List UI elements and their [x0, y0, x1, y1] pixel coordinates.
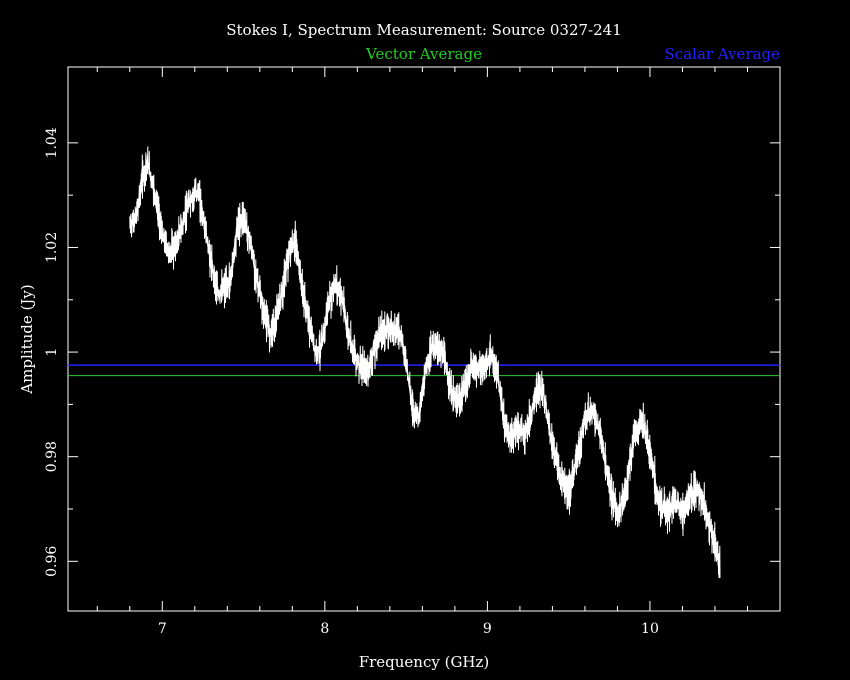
spectrum-noise-trace: [129, 146, 721, 579]
x-tick-label: 8: [320, 621, 329, 637]
x-axis-label: Frequency (GHz): [359, 653, 490, 671]
spectrum-series: [129, 146, 721, 579]
legend-vector-average: Vector Average: [365, 45, 482, 63]
legend-scalar-average: Scalar Average: [665, 45, 781, 63]
chart-title: Stokes I, Spectrum Measurement: Source 0…: [226, 21, 622, 39]
y-axis-label: Amplitude (Jy): [18, 284, 36, 394]
y-tick-label: 1.02: [44, 232, 60, 263]
x-tick-label: 10: [641, 621, 659, 637]
y-tick-label: 0.98: [44, 441, 60, 472]
y-tick-label: 0.96: [44, 546, 60, 577]
x-tick-label: 9: [483, 621, 492, 637]
y-tick-label: 1: [44, 348, 60, 357]
axis-tick-labels: 7 8 9 10 0.96 0.98 1 1.02 1.04: [44, 127, 659, 637]
axis-ticks: [68, 67, 780, 611]
plot-frame: [67, 66, 781, 612]
y-tick-label: 1.04: [44, 127, 60, 158]
spectrum-line: [129, 161, 721, 562]
x-tick-label: 7: [158, 621, 167, 637]
